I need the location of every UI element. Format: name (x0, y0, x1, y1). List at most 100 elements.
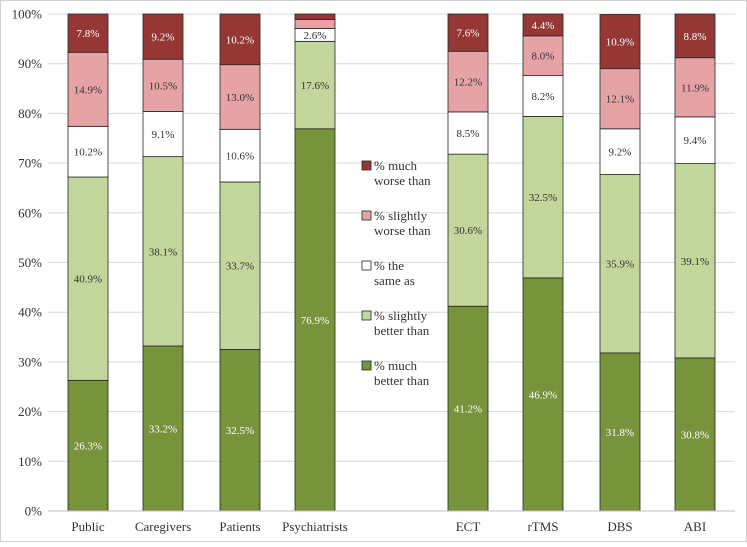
y-tick-label: 60% (18, 205, 42, 220)
data-label: 11.9% (681, 82, 709, 94)
x-axis: Public Caregivers Patients Psychiatrists ECT… (48, 510, 735, 534)
data-label: 9.4% (684, 135, 707, 147)
y-tick-label: 20% (18, 404, 42, 419)
legend-label: better than (374, 323, 430, 338)
x-tick-label: ABI (684, 519, 706, 534)
data-label: 7.8% (77, 28, 100, 40)
bar-segment-dbs-0 (599, 352, 641, 512)
data-label: 14.9% (74, 84, 102, 96)
bar-segment-public-0 (67, 379, 109, 512)
bar-segment-caregivers-4 (142, 13, 184, 60)
y-tick-label: 10% (18, 454, 42, 469)
bar-segment-rtms-3 (522, 35, 564, 77)
data-label: 46.9% (529, 389, 557, 401)
data-label: 76.9% (301, 315, 329, 327)
data-label: 31.8% (606, 427, 634, 439)
legend-label: % slightly (374, 208, 428, 223)
data-label: 12.2% (454, 77, 482, 89)
data-label: 9.2% (609, 147, 632, 159)
data-label: 8.8% (684, 31, 707, 43)
data-label: 8.2% (532, 91, 555, 103)
bar-segment-abi-2 (674, 116, 716, 164)
data-label: 30.6% (454, 225, 482, 237)
legend-label: better than (374, 373, 430, 388)
legend-swatch (361, 310, 372, 321)
bar-segment-patients-0 (219, 349, 261, 512)
y-axis: 0% 10% 20% 30% 40% 50% 60% 70% 80% 90% 100% (12, 7, 43, 519)
bar-segment-ect-0 (447, 305, 489, 512)
x-tick-label: Psychiatrists (282, 519, 348, 534)
data-label: 9.1% (152, 129, 175, 141)
data-label: 39.1% (681, 256, 709, 268)
data-label: 26.3% (74, 441, 102, 453)
bar-segment-psychiatrists-4 (294, 13, 336, 20)
data-label: 33.7% (226, 261, 254, 273)
bar-segment-ect-2 (447, 111, 489, 155)
data-label: 32.5% (529, 192, 557, 204)
x-tick-label: ECT (456, 519, 481, 534)
legend-label: % the (374, 258, 404, 273)
legend-swatch (361, 360, 372, 371)
bar-segment-caregivers-3 (142, 58, 184, 112)
bar-segment-dbs-2 (599, 128, 641, 175)
legend-label: worse than (374, 223, 431, 238)
bar-segment-abi-4 (674, 13, 716, 59)
legend-swatch (361, 210, 372, 221)
bar-segment-caregivers-0 (142, 345, 184, 512)
x-tick-label: DBS (607, 519, 632, 534)
legend-label: worse than (374, 173, 431, 188)
data-label: 13.0% (226, 92, 254, 104)
bar-segment-ect-1 (447, 153, 489, 307)
x-tick-label: Caregivers (135, 519, 191, 534)
data-label: 38.1% (149, 246, 177, 258)
bar-segment-abi-3 (674, 57, 716, 118)
x-tick-label: Patients (219, 519, 260, 534)
x-tick-label: rTMS (527, 519, 558, 534)
data-label: 2.6% (304, 30, 327, 42)
bar-segment-psychiatrists-0 (294, 128, 336, 512)
data-label: 17.6% (301, 80, 329, 92)
data-label: 7.6% (457, 28, 480, 40)
data-label: 10.5% (149, 80, 177, 92)
bars (67, 13, 716, 512)
bar-segment-rtms-4 (522, 13, 564, 37)
data-label: 10.2% (226, 34, 254, 46)
data-label: 40.9% (74, 274, 102, 286)
bar-segment-dbs-4 (599, 14, 641, 70)
bar-segment-patients-1 (219, 181, 261, 350)
y-tick-label: 70% (18, 156, 42, 171)
bar-segment-ect-4 (447, 13, 489, 52)
data-label: 10.9% (606, 37, 634, 49)
y-tick-label: 30% (18, 354, 42, 369)
y-tick-label: 50% (18, 255, 42, 270)
bar-segment-caregivers-2 (142, 111, 184, 158)
data-label: 9.2% (152, 32, 175, 44)
bar-segment-ect-3 (447, 50, 489, 113)
bar-segment-psychiatrists-1 (294, 40, 336, 130)
data-label: 30.8% (681, 429, 709, 441)
x-tick-label: Public (71, 519, 104, 534)
bar-segment-dbs-3 (599, 68, 641, 130)
y-tick-label: 80% (18, 106, 42, 121)
data-label: 8.0% (532, 51, 555, 63)
bar-segment-caregivers-1 (142, 156, 184, 347)
data-label: 33.2% (149, 423, 177, 435)
data-label: 32.5% (226, 425, 254, 437)
bar-segment-abi-0 (674, 357, 716, 512)
bar-segment-public-3 (67, 51, 109, 127)
data-label: 10.2% (74, 147, 102, 159)
legend-label: % much (374, 158, 417, 173)
legend-swatch (361, 260, 372, 271)
data-label: 8.5% (457, 128, 480, 140)
data-label: 41.2% (454, 404, 482, 416)
bar-segment-rtms-1 (522, 115, 564, 279)
bar-segment-patients-3 (219, 64, 261, 130)
data-labels: 26.3% 40.9% 10.2% 14.9% 7.8% 33.2% 38.1% 9.1% 10… (74, 20, 709, 453)
data-label: 4.4% (532, 20, 555, 32)
data-label: 10.6% (226, 151, 254, 163)
legend-label: % slightly (374, 308, 428, 323)
data-label: 12.1% (606, 94, 634, 106)
